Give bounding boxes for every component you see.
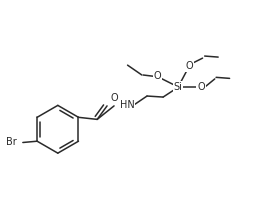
Text: Br: Br [6, 137, 17, 147]
Text: O: O [154, 71, 161, 81]
Text: O: O [110, 93, 118, 103]
Text: HN: HN [120, 100, 134, 110]
Text: O: O [185, 61, 193, 71]
Text: O: O [197, 82, 205, 92]
Text: Si: Si [174, 82, 183, 92]
